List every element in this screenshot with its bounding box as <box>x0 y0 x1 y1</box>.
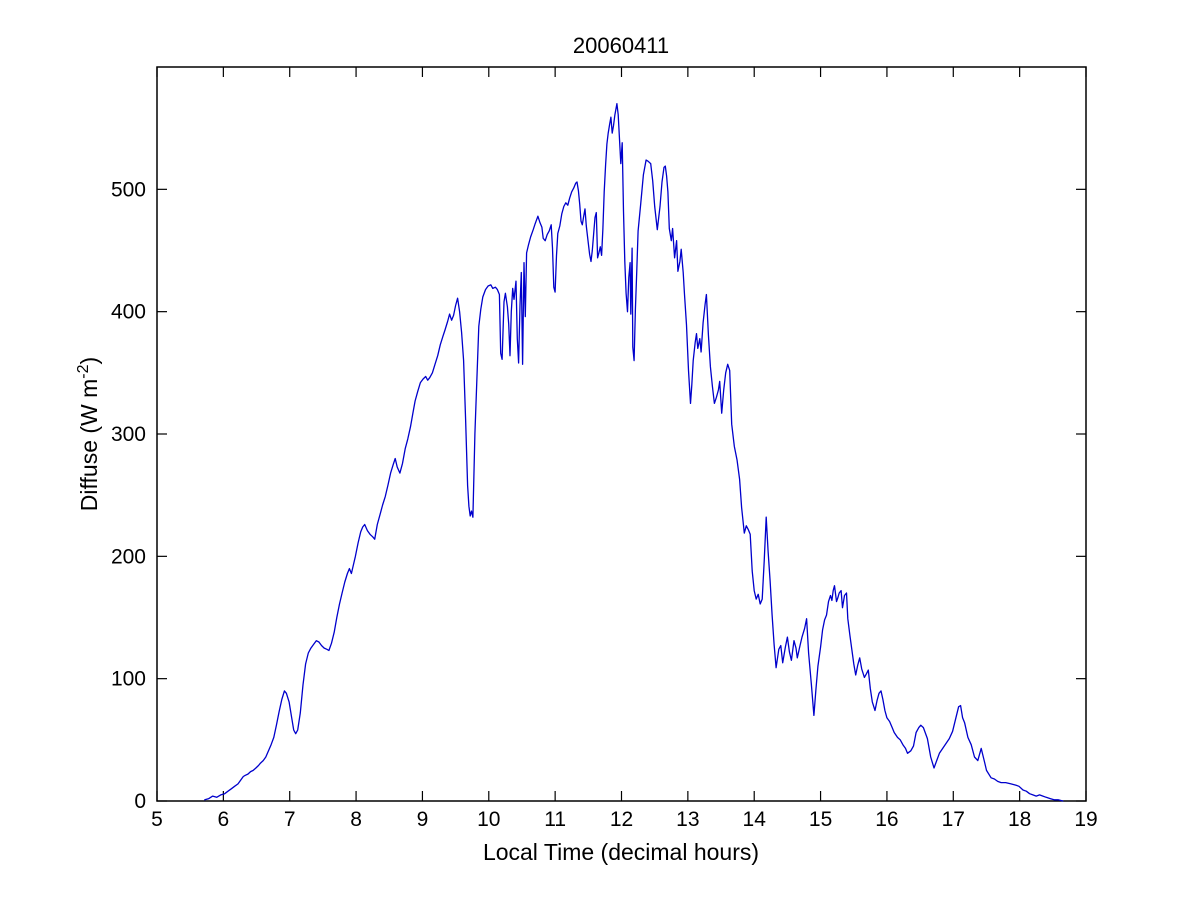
y-tick-label: 100 <box>111 668 146 691</box>
y-tick-label: 200 <box>111 545 146 568</box>
plot-area <box>156 66 1087 802</box>
x-tick-label: 7 <box>284 808 296 831</box>
x-tick-label: 11 <box>544 808 566 831</box>
y-axis-label-superscript: -2 <box>75 364 92 378</box>
y-tick-label: 500 <box>111 178 146 201</box>
y-tick-label: 400 <box>111 301 146 324</box>
x-tick-label: 16 <box>875 808 898 831</box>
chart-title: 20060411 <box>573 33 669 58</box>
x-tick-label: 10 <box>477 808 500 831</box>
x-tick-label: 5 <box>151 808 163 831</box>
x-axis-ticks <box>156 67 1087 801</box>
y-axis-label: Diffuse (W m-2) <box>75 357 102 511</box>
x-axis-tick-labels: 5 6 7 8 9 10 11 12 13 14 15 16 17 18 19 <box>151 808 1098 831</box>
x-tick-label: 9 <box>417 808 429 831</box>
x-tick-label: 19 <box>1074 808 1097 831</box>
y-tick-label: 0 <box>134 790 146 813</box>
y-axis-label-close: ) <box>76 357 102 365</box>
x-tick-label: 8 <box>350 808 362 831</box>
x-tick-label: 15 <box>809 808 832 831</box>
y-axis-tick-labels: 0 100 200 300 400 500 <box>111 178 146 813</box>
x-axis-label: Local Time (decimal hours) <box>483 839 759 865</box>
x-tick-label: 18 <box>1008 808 1031 831</box>
diffuse-line-series <box>204 103 1064 802</box>
y-axis-ticks <box>157 188 1086 802</box>
x-tick-label: 17 <box>942 808 965 831</box>
x-tick-label: 6 <box>218 808 230 831</box>
x-tick-label: 14 <box>743 808 767 831</box>
y-axis-label-base: Diffuse (W m <box>76 379 102 511</box>
x-tick-label: 12 <box>610 808 633 831</box>
y-tick-label: 300 <box>111 423 146 446</box>
x-tick-label: 13 <box>676 808 699 831</box>
